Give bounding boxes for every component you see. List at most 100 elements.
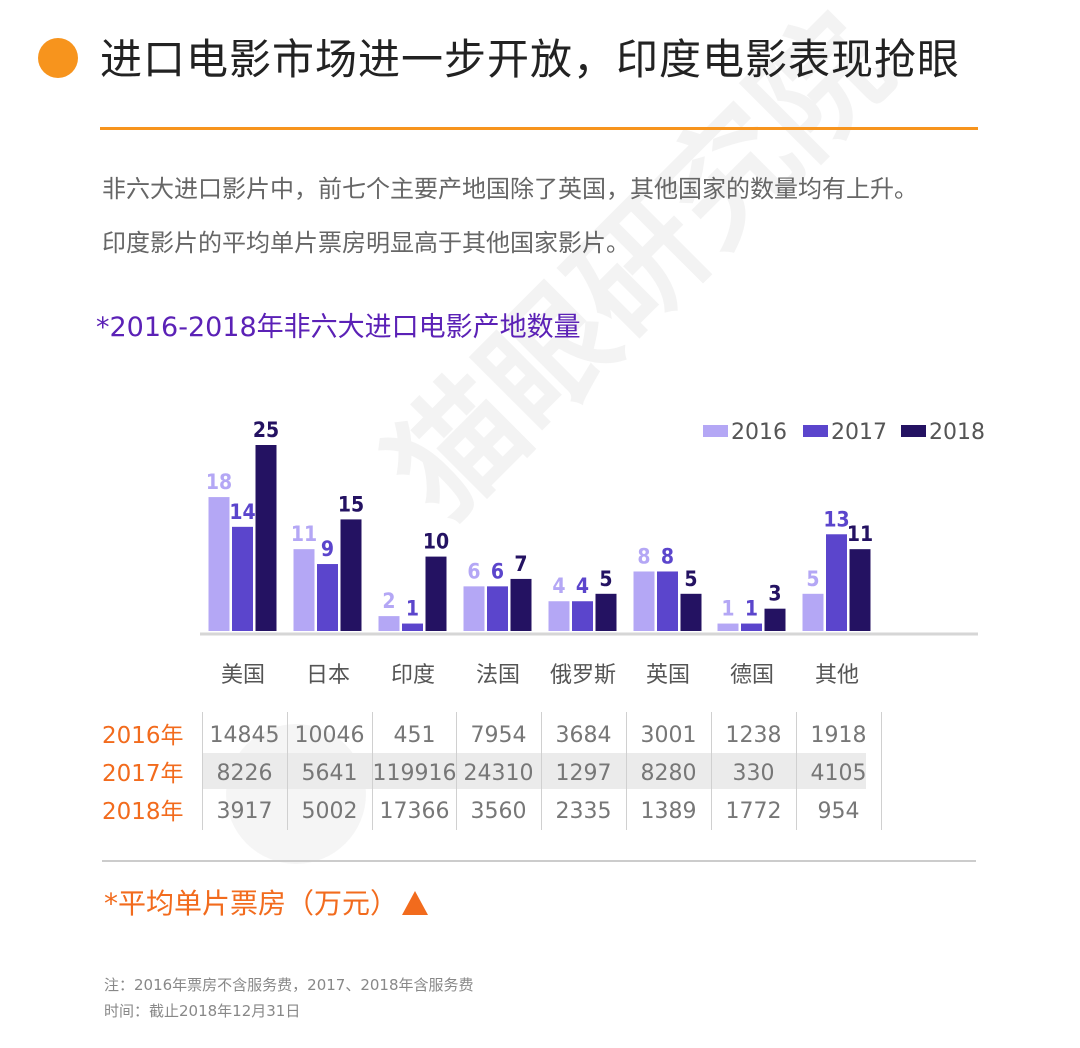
bar-2018-法国 bbox=[510, 578, 532, 631]
table-cell: 1918 bbox=[810, 723, 867, 748]
watermark-logo bbox=[226, 724, 366, 864]
note-date: 时间：截止2018年12月31日 bbox=[104, 1002, 301, 1020]
x-tick-label: 英国 bbox=[646, 663, 690, 688]
table-cell: 1238 bbox=[725, 723, 782, 748]
bar-2017-印度 bbox=[402, 623, 423, 631]
table-cell: 954 bbox=[817, 799, 860, 824]
page-title: 进口电影市场进一步开放，印度电影表现抢眼 bbox=[100, 35, 961, 84]
table-cell: 2335 bbox=[555, 799, 612, 824]
title-bullet-icon bbox=[38, 38, 78, 78]
data-label-2018-其他: 11 bbox=[847, 522, 873, 546]
bar-2017-德国 bbox=[741, 623, 762, 631]
table-row-label: 2018年 bbox=[102, 799, 184, 825]
bar-2017-日本 bbox=[317, 564, 338, 631]
data-label-2017-日本: 9 bbox=[321, 537, 334, 561]
legend-label-2017: 2017 bbox=[831, 420, 887, 445]
data-label-2018-法国: 7 bbox=[514, 552, 527, 576]
table-cell: 451 bbox=[393, 723, 436, 748]
bar-2017-其他 bbox=[826, 534, 847, 631]
table-column-divider bbox=[202, 712, 203, 830]
bar-2016-印度 bbox=[378, 616, 400, 631]
data-label-2018-印度: 10 bbox=[423, 530, 449, 554]
bar-2016-美国 bbox=[208, 497, 230, 631]
table-cell: 1297 bbox=[555, 761, 612, 786]
table-cell: 3684 bbox=[555, 723, 612, 748]
data-label-2017-德国: 1 bbox=[745, 597, 758, 621]
chart-title: *2016-2018年非六大进口电影产地数量 bbox=[96, 312, 581, 343]
data-label-2018-德国: 3 bbox=[768, 582, 781, 606]
bar-2017-英国 bbox=[657, 571, 678, 631]
box-office-title-text: *平均单片票房（万元） bbox=[104, 887, 399, 920]
data-label-2017-其他: 13 bbox=[823, 507, 849, 531]
table-cell: 7954 bbox=[470, 723, 527, 748]
legend-label-2016: 2016 bbox=[731, 420, 787, 445]
data-label-2018-美国: 25 bbox=[253, 418, 279, 442]
data-label-2018-俄罗斯: 5 bbox=[599, 567, 612, 591]
table-column-divider bbox=[796, 712, 797, 830]
table-highlight-band bbox=[202, 753, 866, 789]
description-line-2: 印度影片的平均单片票房明显高于其他国家影片。 bbox=[102, 229, 630, 257]
table-column-divider bbox=[626, 712, 627, 830]
data-label-2016-美国: 18 bbox=[206, 470, 232, 494]
table-cell: 14845 bbox=[209, 723, 280, 748]
table-cell: 4105 bbox=[810, 761, 867, 786]
data-label-2016-俄罗斯: 4 bbox=[552, 574, 565, 598]
bar-2017-美国 bbox=[232, 526, 253, 631]
table-column-divider bbox=[287, 712, 288, 830]
x-tick-label: 其他 bbox=[815, 663, 859, 688]
data-label-2018-英国: 5 bbox=[684, 567, 697, 591]
table-cell: 10046 bbox=[294, 723, 365, 748]
bar-2018-德国 bbox=[764, 608, 786, 631]
data-label-2016-其他: 5 bbox=[806, 567, 819, 591]
bar-2016-日本 bbox=[293, 549, 315, 631]
table-column-divider bbox=[372, 712, 373, 830]
footer-divider bbox=[102, 860, 976, 862]
data-label-2016-德国: 1 bbox=[721, 597, 734, 621]
table-cell: 17366 bbox=[379, 799, 450, 824]
data-label-2017-俄罗斯: 4 bbox=[576, 574, 589, 598]
table-column-divider bbox=[881, 712, 882, 830]
description-line-1: 非六大进口影片中，前七个主要产地国除了英国，其他国家的数量均有上升。 bbox=[102, 175, 918, 203]
data-label-2016-日本: 11 bbox=[291, 522, 317, 546]
x-tick-label: 美国 bbox=[221, 663, 265, 688]
data-label-2016-法国: 6 bbox=[467, 559, 480, 583]
bar-2018-印度 bbox=[425, 556, 447, 631]
table-row-label: 2017年 bbox=[102, 761, 184, 787]
bar-2017-俄罗斯 bbox=[572, 601, 593, 631]
bar-2017-法国 bbox=[487, 586, 508, 631]
bar-2018-美国 bbox=[255, 445, 277, 631]
bar-2016-德国 bbox=[717, 623, 739, 631]
triangle-up-icon bbox=[402, 891, 429, 915]
x-tick-label: 日本 bbox=[306, 663, 350, 688]
data-label-2017-印度: 1 bbox=[406, 597, 419, 621]
bar-2016-英国 bbox=[633, 571, 655, 631]
table-cell: 1389 bbox=[640, 799, 697, 824]
table-cell: 8280 bbox=[640, 761, 697, 786]
table-column-divider bbox=[711, 712, 712, 830]
table-cell: 24310 bbox=[463, 761, 534, 786]
bar-2018-英国 bbox=[680, 593, 702, 631]
legend-swatch-2017 bbox=[803, 425, 828, 437]
bar-2018-其他 bbox=[849, 549, 871, 631]
table-cell: 119916 bbox=[372, 761, 457, 786]
data-label-2017-英国: 8 bbox=[661, 544, 674, 568]
x-tick-label: 法国 bbox=[476, 663, 520, 688]
bar-2016-法国 bbox=[463, 586, 485, 631]
x-tick-label: 印度 bbox=[391, 663, 435, 688]
table-cell: 5002 bbox=[301, 799, 358, 824]
legend-label-2018: 2018 bbox=[929, 420, 985, 445]
data-label-2017-美国: 14 bbox=[229, 500, 255, 524]
x-tick-label: 俄罗斯 bbox=[550, 663, 616, 688]
table-cell: 1772 bbox=[725, 799, 782, 824]
table-column-divider bbox=[456, 712, 457, 830]
table-cell: 330 bbox=[732, 761, 775, 786]
box-office-title: *平均单片票房（万元） bbox=[104, 884, 429, 924]
legend-swatch-2018 bbox=[901, 425, 926, 437]
table-cell: 5641 bbox=[301, 761, 358, 786]
data-label-2016-英国: 8 bbox=[637, 544, 650, 568]
data-label-2016-印度: 2 bbox=[382, 589, 395, 613]
table-cell: 3560 bbox=[470, 799, 527, 824]
data-label-2017-法国: 6 bbox=[491, 559, 504, 583]
title-divider bbox=[100, 127, 978, 130]
table-row-label: 2016年 bbox=[102, 723, 184, 749]
